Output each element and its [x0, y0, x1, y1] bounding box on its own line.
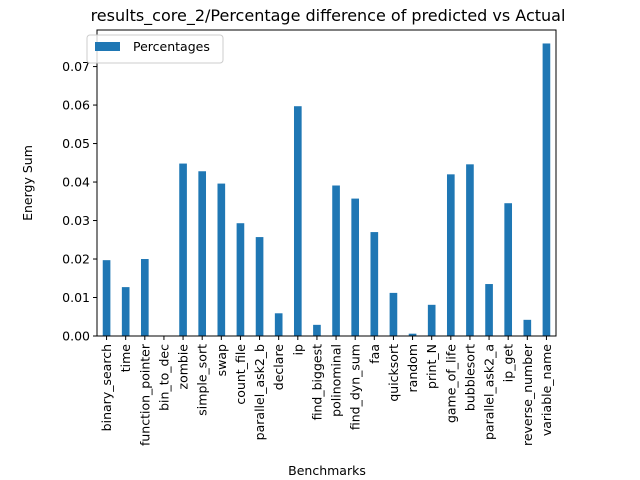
x-tick-label: bin_to_dec — [156, 344, 171, 411]
x-tick-label: swap — [214, 344, 229, 376]
bar-find-biggest — [313, 324, 321, 336]
x-tick-label: find_biggest — [309, 344, 324, 420]
y-tick-label: 0.05 — [62, 136, 90, 151]
bar-bubblesort — [466, 164, 474, 336]
plot-frame — [96, 29, 557, 337]
bar-ip-get — [504, 203, 513, 336]
x-axis: binary_search time function_pointer bin_to_… — [99, 336, 554, 446]
x-tick-label: declare — [271, 344, 286, 390]
bar-ip — [293, 106, 302, 337]
bar-random — [408, 333, 417, 336]
bar-find-dyn-sum — [351, 198, 360, 336]
legend-label: Percentages — [133, 39, 210, 54]
bar-count-file — [236, 223, 245, 336]
bar-faa — [370, 232, 379, 336]
x-tick-label: ip_get — [501, 344, 516, 382]
bar-parallel-ask2-b — [255, 237, 264, 336]
bar-swap — [217, 183, 226, 336]
x-tick-label: binary_search — [99, 344, 114, 431]
x-tick-label: function_pointer — [137, 343, 152, 446]
chart-title: results_core_2/Percentage difference of … — [91, 6, 566, 26]
bars-layer — [102, 43, 551, 337]
x-tick-label: parallel_ask2_b — [252, 344, 267, 440]
bar-polinominal — [332, 185, 340, 336]
x-axis-label: Benchmarks — [288, 463, 366, 478]
x-tick-label: time — [118, 344, 133, 373]
x-tick-label: reverse_number — [520, 343, 535, 446]
y-tick-label: 0.06 — [62, 98, 90, 113]
bar-quicksort — [389, 292, 398, 336]
y-tick-label: 0.01 — [62, 290, 90, 305]
x-tick-label: print_N — [424, 344, 439, 389]
x-tick-label: ip — [290, 344, 305, 355]
x-tick-label: polinominal — [329, 344, 344, 417]
x-tick-label: quicksort — [386, 344, 401, 402]
x-tick-label: bubblesort — [462, 344, 477, 411]
bar-zombie — [179, 163, 187, 336]
bar-variable-name — [542, 43, 551, 336]
x-tick-label: count_file — [233, 344, 248, 405]
x-tick-label: find_dyn_sum — [348, 344, 363, 430]
bar-print-N — [427, 304, 436, 336]
x-tick-label: faa — [367, 344, 382, 364]
y-tick-label: 0.02 — [62, 252, 90, 267]
x-tick-label: simple_sort — [195, 344, 210, 416]
bar-time — [121, 287, 130, 336]
bar-binary-search — [102, 260, 111, 336]
bar-function-pointer — [140, 259, 149, 336]
x-tick-label: variable_name — [539, 344, 554, 436]
x-tick-label: random — [405, 344, 420, 392]
y-tick-label: 0.07 — [62, 59, 90, 74]
x-tick-label: game_of_life — [443, 344, 458, 423]
y-tick-label: 0.04 — [62, 175, 90, 190]
x-tick-label: zombie — [176, 344, 191, 390]
legend: Percentages — [86, 34, 224, 64]
y-axis-label: Energy Sum — [20, 145, 35, 221]
legend-swatch — [95, 42, 120, 51]
y-tick-label: 0.03 — [62, 213, 90, 228]
bar-parallel-ask2-a — [485, 284, 493, 336]
bar-game-of-life — [446, 174, 455, 336]
x-tick-label: parallel_ask2_a — [482, 344, 497, 440]
bar-reverse-number — [523, 319, 532, 336]
bar-declare — [274, 313, 283, 336]
legend-box — [86, 34, 224, 64]
y-tick-label: 0.00 — [62, 329, 90, 344]
y-axis: 0.00 0.01 0.02 0.03 0.04 0.05 0.06 0.07 — [62, 59, 97, 344]
bar-simple-sort — [198, 171, 207, 336]
